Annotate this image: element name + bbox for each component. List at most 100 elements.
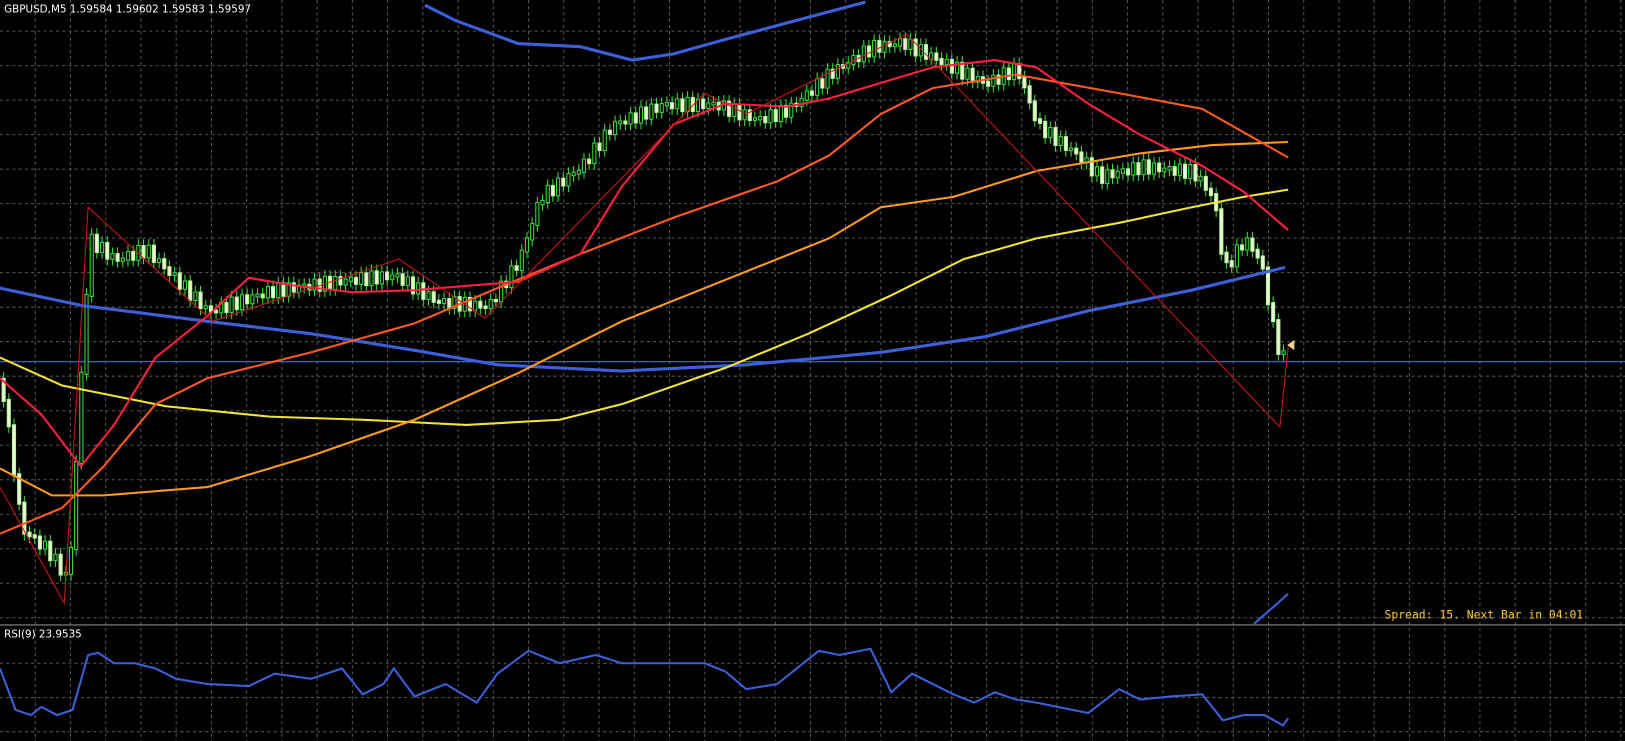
candle-body [913,38,918,57]
candle-body [695,98,701,113]
candle-body [146,244,151,259]
candle-body [390,274,395,281]
candle-body [986,80,991,87]
candle-body [338,276,343,286]
candle-body [182,280,188,290]
candle-body [747,109,752,122]
candle-body [835,64,840,79]
candle-body [473,300,478,312]
candle-body [229,296,234,314]
candle-body [100,241,105,253]
candle-body [58,553,63,576]
candle-body [592,142,597,165]
candle-body [1043,120,1048,139]
candle-body [1151,162,1157,175]
candle-body [43,540,48,550]
candle-body [53,553,58,562]
candle-body [773,109,778,123]
candle-body [1058,136,1063,147]
symbol-info: GBPUSD,M5 1.59584 1.59602 1.59583 1.5959… [4,3,251,15]
candle-body [1203,175,1208,191]
candle-body [566,173,571,187]
candle-body [1250,237,1255,252]
candle-body [400,273,405,286]
candle-body [188,280,193,301]
candle-body [1125,168,1131,176]
candle-body [89,233,94,297]
candle-body [214,309,219,314]
candle-body [644,106,649,120]
candle-body [545,184,550,204]
candle-body [607,129,612,135]
candle-body [934,52,939,62]
candle-body [866,45,872,58]
candle-body [74,460,79,551]
candle-body [815,78,820,96]
candle-body [742,109,747,121]
candle-body [954,61,960,74]
candle-body [1265,266,1271,306]
candle-body [17,473,22,505]
candle-body [6,398,11,428]
candle-body [887,41,892,48]
candle-body [597,142,602,152]
spread-info: Spread: 15. Next Bar in 04:01 [1385,608,1584,622]
candle-body [670,102,675,110]
candle-body [965,67,970,80]
candle-body [167,266,172,276]
candle-body [1157,162,1162,173]
candle-body [1048,126,1053,139]
candle-body [944,58,949,66]
candle-body [861,45,866,63]
candle-body [488,298,493,310]
candle-body [493,298,498,303]
candle-body [991,74,996,87]
rsi-line [0,647,1290,727]
candle-body [535,202,540,226]
candle-body [804,90,809,101]
candle-body [897,38,903,47]
candle-body [234,296,239,311]
candle-body [758,116,763,121]
candle-body [162,258,167,270]
candle-body [224,302,229,314]
candle-body [701,98,706,110]
moving-average-darkorange [0,73,1289,535]
candle-body [1079,151,1084,164]
candle-body [903,38,908,51]
candle-body [768,109,773,124]
candle-body [789,102,794,118]
candle-body [1172,165,1177,176]
candle-body [1177,163,1182,176]
candle-body [872,39,877,58]
candle-body [1094,166,1100,177]
candle-body [250,294,255,305]
candle-body [271,286,276,299]
candle-body [628,112,633,125]
candle-body [763,116,768,124]
candle-body [68,547,74,575]
candle-body [809,90,815,96]
candle-body [680,98,685,113]
candle-body [291,282,296,293]
candle-body [1063,136,1068,152]
candle-body [379,271,384,285]
candle-body [193,291,198,301]
candle-body [1245,237,1250,251]
candle-body [385,271,390,281]
candle-body [115,253,120,262]
candle-body [151,244,156,263]
candle-body [571,171,576,177]
candle-body [483,305,488,310]
candle-body [613,121,618,135]
candle-body [239,294,245,311]
candle-body [177,272,182,290]
candle-body [618,120,623,125]
candle-body [540,199,545,206]
candle-body [1068,147,1074,152]
candle-body [1,377,6,403]
candle-body [752,117,758,122]
